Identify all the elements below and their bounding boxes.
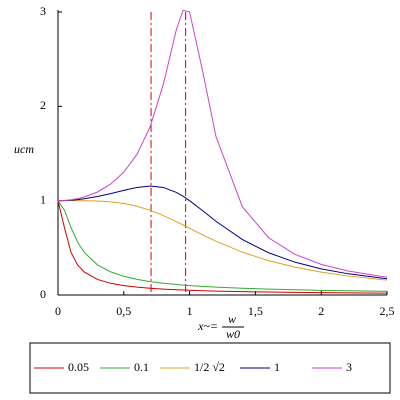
legend-label: 0.1	[134, 360, 149, 374]
x-axis-label-denominator: w0	[226, 327, 240, 341]
legend-label: 1/2 √2	[194, 360, 225, 374]
y-axis-label: ucm	[14, 142, 34, 156]
x-axis-label-numerator: w	[228, 312, 236, 326]
x-tick-label: 0	[55, 304, 61, 318]
x-tick-label: 0,5	[116, 304, 131, 318]
line	[57, 185, 388, 280]
x-tick-label: 1	[187, 304, 193, 318]
legend-label: 1	[274, 360, 280, 374]
y-tick-label: 2	[40, 98, 46, 112]
y-tick-label: 3	[40, 4, 46, 18]
legend-label: 3	[346, 360, 352, 374]
line	[57, 200, 388, 292]
line	[57, 200, 388, 294]
line	[58, 200, 388, 281]
x-tick-label: 2	[318, 304, 324, 318]
y-tick-label: 1	[40, 192, 46, 206]
line	[57, 9, 388, 278]
x-tick-label: 2,5	[380, 304, 395, 318]
y-tick-label: 0	[40, 287, 46, 301]
legend-label: 0.05	[68, 360, 89, 374]
x-axis-label: x~=	[197, 319, 218, 333]
x-tick-label: 1,5	[248, 304, 263, 318]
legend-box	[29, 342, 391, 394]
